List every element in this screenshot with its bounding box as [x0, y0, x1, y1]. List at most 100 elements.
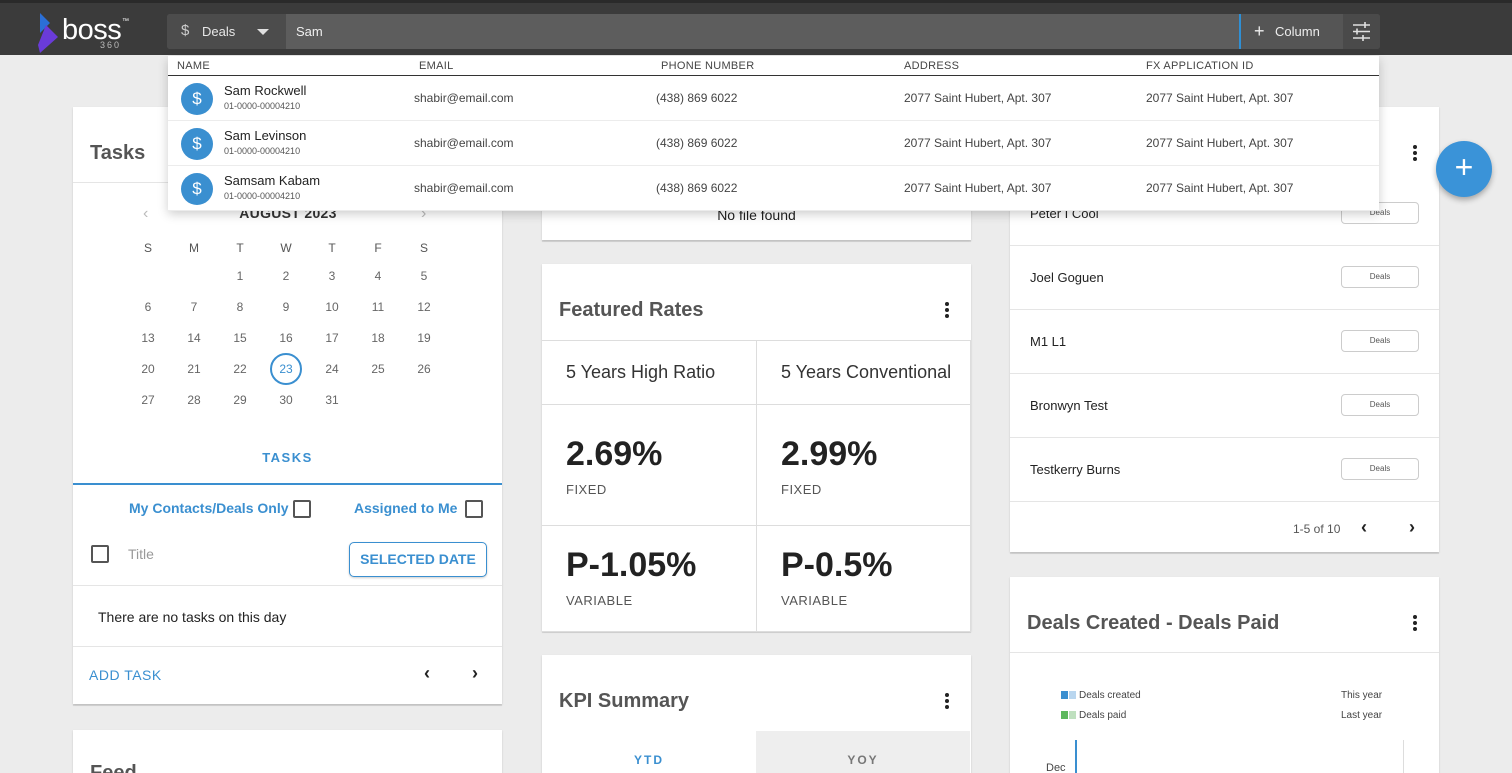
search-result-row[interactable]: $ Sam Rockwell 01-0000-00004210 shabir@emai…	[168, 76, 1379, 121]
calendar-prev-icon[interactable]: ‹	[143, 205, 149, 222]
rate-column-header: 5 Years High Ratio	[542, 341, 757, 405]
calendar-next-icon[interactable]: ›	[421, 205, 427, 222]
deals-chip[interactable]: Deals	[1341, 330, 1419, 352]
my-contacts-checkbox[interactable]	[293, 500, 311, 518]
featured-rates-title: Featured Rates	[559, 299, 704, 321]
calendar-day[interactable]: 11	[371, 300, 385, 314]
top-bar: boss ™ 360 $ Deals + Column	[0, 0, 1512, 55]
calendar-day[interactable]: 14	[187, 331, 201, 345]
deals-chip[interactable]: Deals	[1341, 394, 1419, 416]
logo-subtext: 360	[100, 40, 122, 50]
deals-chip[interactable]: Deals	[1341, 458, 1419, 480]
search-result-row[interactable]: $ Samsam Kabam 01-0000-00004210 shabir@emai…	[168, 166, 1379, 211]
calendar-weekday: T	[236, 241, 244, 255]
result-phone: (438) 869 6022	[656, 181, 738, 195]
calendar-day[interactable]: 7	[190, 300, 198, 314]
more-options-icon[interactable]	[944, 693, 950, 711]
dollar-icon: $	[181, 128, 213, 160]
calendar-day[interactable]: 16	[279, 331, 293, 345]
result-address: 2077 Saint Hubert, Apt. 307	[904, 136, 1052, 150]
calendar-day[interactable]: 30	[279, 393, 293, 407]
contact-row[interactable]: M1 L1 Deals	[1010, 310, 1439, 374]
logo-trademark: ™	[122, 18, 129, 25]
result-name: Sam Rockwell	[224, 83, 307, 98]
search-result-row[interactable]: $ Sam Levinson 01-0000-00004210 shabir@emai…	[168, 121, 1379, 166]
calendar-day[interactable]: 27	[141, 393, 155, 407]
tab-ytd[interactable]: YTD	[542, 731, 756, 773]
rate-fixed-value: 2.69%	[566, 435, 663, 473]
tasks-next-icon[interactable]: ›	[472, 663, 478, 683]
rate-heading: 5 Years Conventional	[781, 362, 952, 382]
rate-variable-cell: P-0.5% VARIABLE	[757, 526, 971, 632]
deals-created-paid-card: Deals Created - Deals Paid Deals created…	[1010, 577, 1439, 773]
rate-variable-label: VARIABLE	[781, 593, 848, 608]
calendar-day-selected[interactable]: 23	[270, 353, 302, 385]
tasks-prev-icon[interactable]: ‹	[424, 663, 430, 683]
calendar-day[interactable]: 2	[282, 269, 290, 283]
calendar-day[interactable]: 28	[187, 393, 201, 407]
calendar-day[interactable]: 26	[417, 362, 431, 376]
sliders-icon	[1353, 22, 1370, 41]
rate-fixed-cell: 2.69% FIXED	[542, 405, 757, 526]
more-options-icon[interactable]	[944, 302, 950, 320]
add-fab-button[interactable]: +	[1436, 141, 1492, 197]
rate-fixed-value: 2.99%	[781, 435, 878, 473]
calendar-day[interactable]: 19	[417, 331, 431, 345]
legend-swatch	[1061, 691, 1068, 699]
calendar-day[interactable]: 9	[282, 300, 290, 314]
title-column-header: Title	[128, 546, 154, 562]
selected-date-button[interactable]: SELECTED DATE	[349, 542, 487, 577]
calendar-day[interactable]: 20	[141, 362, 155, 376]
tab-tasks[interactable]: TASKS	[73, 442, 502, 485]
contact-name: Bronwyn Test	[1030, 398, 1108, 413]
rates-grid: 5 Years High Ratio 5 Years Conventional …	[542, 340, 971, 632]
logo-wordmark: boss	[62, 14, 122, 46]
result-phone: (438) 869 6022	[656, 91, 738, 105]
more-options-icon[interactable]	[1412, 145, 1418, 163]
calendar-day[interactable]: 12	[417, 300, 431, 314]
calendar-day[interactable]: 29	[233, 393, 247, 407]
calendar-day[interactable]: 24	[325, 362, 339, 376]
column-header-name: NAME	[177, 60, 210, 72]
no-tasks-message: There are no tasks on this day	[98, 609, 287, 625]
filter-settings-button[interactable]	[1343, 14, 1380, 49]
add-column-button[interactable]: + Column	[1243, 14, 1343, 49]
pagination-text: 1-5 of 10	[1293, 522, 1341, 536]
more-options-icon[interactable]	[1412, 615, 1418, 633]
result-fx-id: 2077 Saint Hubert, Apt. 307	[1146, 136, 1294, 150]
select-all-tasks-checkbox[interactable]	[91, 545, 109, 563]
calendar-day[interactable]: 8	[236, 300, 244, 314]
calendar-day[interactable]: 22	[233, 362, 247, 376]
page-next-icon[interactable]: ›	[1409, 517, 1415, 537]
contact-row[interactable]: Bronwyn Test Deals	[1010, 374, 1439, 438]
deals-chip[interactable]: Deals	[1341, 266, 1419, 288]
tab-yoy[interactable]: YOY	[756, 731, 970, 773]
calendar-day[interactable]: 21	[187, 362, 201, 376]
calendar-day[interactable]: 6	[144, 300, 152, 314]
contact-row[interactable]: Joel Goguen Deals	[1010, 246, 1439, 310]
chart-axis	[1075, 740, 1077, 773]
calendar-day[interactable]: 3	[328, 269, 336, 283]
page-prev-icon[interactable]: ‹	[1361, 517, 1367, 537]
boss-360-logo[interactable]: boss ™ 360	[36, 9, 136, 53]
search-results-header: NAME EMAIL PHONE NUMBER ADDRESS FX APPLI…	[168, 56, 1379, 76]
calendar-day[interactable]: 18	[371, 331, 385, 345]
deals-chart-title: Deals Created - Deals Paid	[1027, 612, 1280, 634]
rate-fixed-label: FIXED	[781, 482, 822, 497]
calendar-day[interactable]: 15	[233, 331, 247, 345]
calendar-day[interactable]: 5	[420, 269, 428, 283]
calendar-day[interactable]: 31	[325, 393, 339, 407]
plus-icon: +	[1254, 21, 1265, 41]
assigned-to-me-checkbox[interactable]	[465, 500, 483, 518]
add-task-button[interactable]: ADD TASK	[89, 667, 162, 683]
calendar-day[interactable]: 25	[371, 362, 385, 376]
calendar-day[interactable]: 13	[141, 331, 155, 345]
calendar-day[interactable]: 1	[236, 269, 244, 283]
calendar-day[interactable]: 4	[374, 269, 382, 283]
contact-row[interactable]: Testkerry Burns Deals	[1010, 438, 1439, 502]
calendar-day[interactable]: 10	[325, 300, 339, 314]
calendar-day[interactable]: 17	[325, 331, 339, 345]
rate-heading: 5 Years High Ratio	[566, 362, 716, 382]
entity-type-select[interactable]: $ Deals	[167, 14, 286, 49]
search-input[interactable]	[286, 14, 1241, 49]
